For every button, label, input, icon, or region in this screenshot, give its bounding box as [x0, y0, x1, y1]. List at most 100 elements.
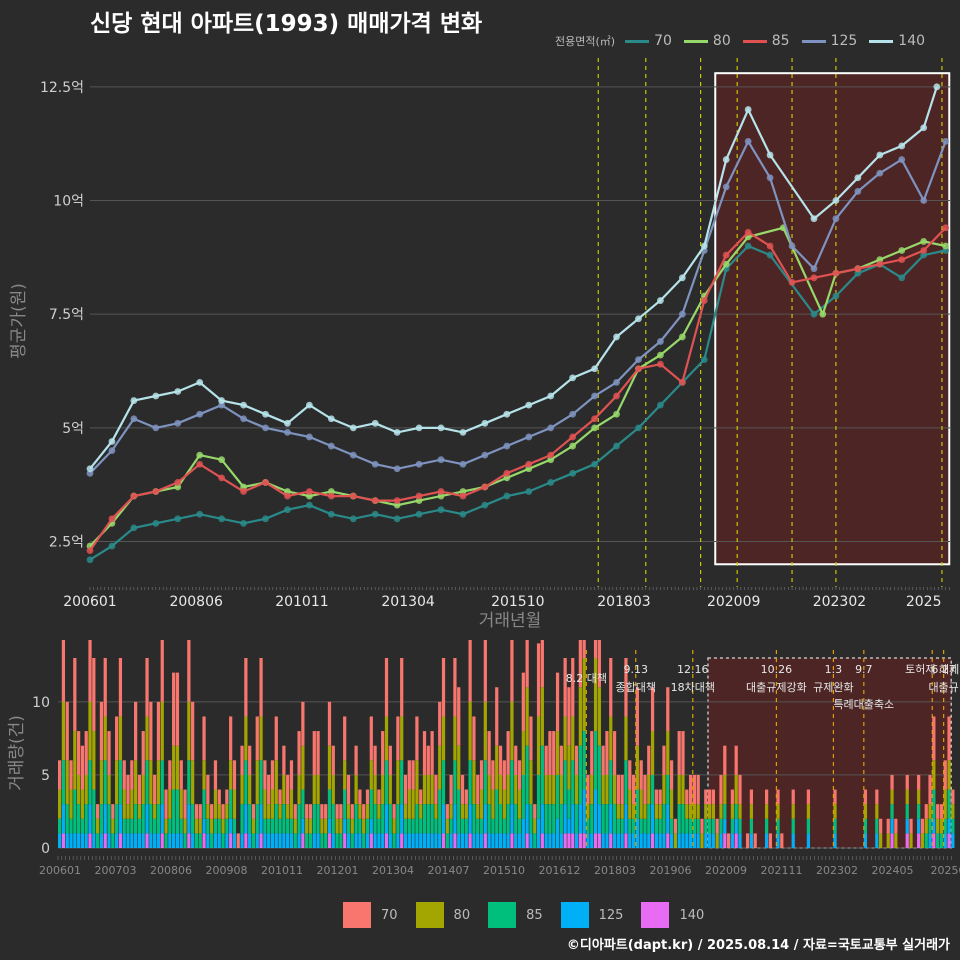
bar-segment-125	[635, 818, 639, 848]
data-point-140	[152, 392, 160, 400]
data-point-140	[832, 197, 840, 204]
bar-segment-125	[358, 833, 362, 848]
bar-segment-70	[715, 818, 719, 834]
bar-segment-125	[574, 833, 579, 848]
bar-segment-85	[776, 818, 780, 834]
bar-segment-70	[628, 760, 632, 790]
bar-segment-85	[263, 818, 267, 834]
bar-segment-80	[282, 774, 286, 805]
bar-segment-125	[662, 833, 666, 848]
bar-segment-85	[255, 804, 259, 834]
bar-segment-80	[126, 804, 130, 819]
bar-segment-80	[639, 789, 643, 819]
data-point-125	[810, 265, 818, 273]
bar-segment-80	[514, 774, 518, 805]
bar-segment-85	[491, 818, 495, 834]
bar-segment-70	[924, 804, 928, 819]
bar-segment-85	[118, 760, 123, 805]
bar-segment-140	[441, 833, 446, 848]
bar-segment-80	[947, 760, 951, 790]
data-point-85	[108, 515, 116, 523]
bar-segment-80	[764, 804, 769, 819]
bar-segment-85	[529, 804, 533, 834]
bar-segment-70	[947, 716, 951, 761]
bar-segment-70	[738, 774, 742, 805]
bar-segment-85	[616, 818, 620, 834]
bar-segment-70	[567, 687, 571, 746]
bar-segment-80	[624, 716, 628, 761]
bar-segment-80	[381, 774, 385, 805]
bar-segment-70	[419, 789, 423, 805]
bar-segment-70	[259, 658, 263, 717]
bar-segment-125	[863, 833, 868, 848]
bar-segment-70	[472, 716, 476, 761]
bar-segment-125	[928, 833, 932, 848]
bar-segment-85	[312, 804, 316, 834]
bar-legend-item-70: 70	[343, 902, 398, 928]
bar-segment-70	[210, 804, 214, 819]
bar-segment-80	[476, 804, 480, 819]
bar-segment-70	[320, 804, 324, 819]
bar-segment-80	[939, 818, 944, 834]
bar-segment-85	[175, 789, 180, 834]
bar-segment-125	[430, 833, 434, 848]
bar-segment-80	[529, 760, 533, 805]
legend-swatch	[683, 39, 708, 43]
bar-segment-70	[445, 804, 449, 819]
bar-segment-70	[464, 789, 468, 805]
bar-segment-80	[244, 716, 248, 761]
data-point-70	[240, 519, 247, 527]
bar-segment-70	[951, 789, 955, 805]
bar-segment-140	[723, 833, 727, 848]
bar-legend-swatch	[488, 902, 517, 928]
data-point-85	[240, 488, 247, 495]
bar-segment-80	[597, 687, 601, 746]
data-point-140	[284, 419, 291, 427]
data-point-85	[86, 547, 94, 555]
bar-segment-80	[453, 716, 457, 761]
bar-segment-80	[635, 745, 639, 790]
bar-segment-70	[669, 760, 674, 790]
bar-segment-70	[563, 658, 567, 717]
bar-segment-85	[126, 818, 130, 834]
bar-segment-85	[791, 818, 795, 834]
bar-segment-85	[639, 818, 643, 834]
data-point-140	[218, 397, 226, 404]
bar-segment-85	[191, 804, 195, 834]
bar-segment-140	[343, 833, 347, 848]
bar-segment-80	[738, 804, 742, 819]
bar-segment-125	[384, 804, 389, 834]
bar-segment-85	[350, 833, 354, 848]
data-point-85	[547, 451, 555, 459]
bar-segment-125	[286, 833, 290, 848]
bar-segment-80	[578, 687, 582, 746]
bar-segment-80	[134, 760, 138, 805]
bar-segment-70	[498, 745, 503, 775]
bar-segment-125	[525, 804, 529, 834]
x-tick-label: 201612	[539, 864, 581, 877]
bar-segment-125	[141, 833, 145, 848]
bar-segment-70	[936, 804, 940, 819]
bar-segment-140	[582, 833, 586, 848]
bar-segment-80	[601, 774, 605, 805]
bar-segment-80	[92, 731, 96, 790]
bar-segment-70	[696, 774, 700, 805]
bar-segment-80	[920, 833, 925, 848]
bar-segment-70	[240, 745, 244, 775]
bar-segment-80	[681, 774, 685, 805]
bar-segment-85	[289, 818, 294, 834]
data-point-85	[415, 492, 423, 500]
data-point-140	[766, 151, 774, 159]
bar-segment-85	[605, 804, 609, 834]
bar-segment-70	[639, 760, 643, 790]
x-tick-label: 200908	[206, 864, 248, 877]
bar-segment-85	[498, 804, 503, 834]
data-point-70	[371, 510, 379, 518]
bar-segment-85	[506, 804, 510, 834]
data-point-140	[327, 415, 335, 423]
data-point-125	[569, 410, 577, 418]
bar-segment-80	[396, 760, 400, 805]
bar-segment-80	[460, 804, 465, 819]
bar-segment-80	[544, 774, 548, 805]
bar-segment-80	[468, 701, 472, 761]
